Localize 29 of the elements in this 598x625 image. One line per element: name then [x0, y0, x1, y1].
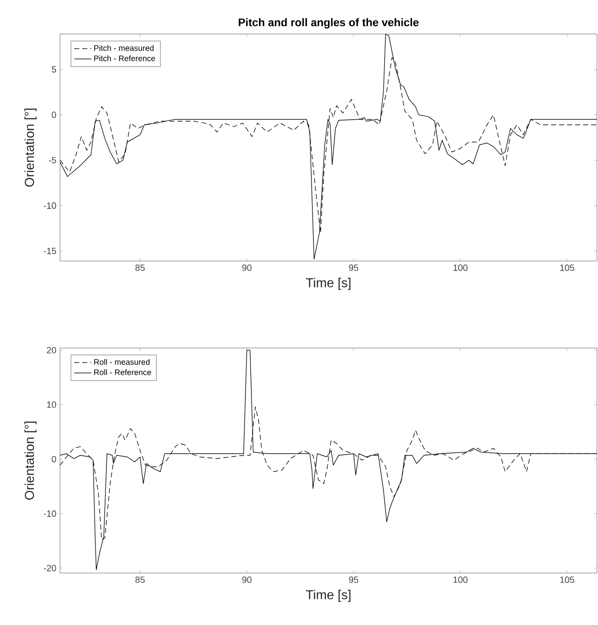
y-tick-label: -10	[44, 202, 56, 209]
x-tick-label: 90	[242, 576, 252, 583]
legend-label: Roll - measured	[94, 358, 150, 365]
y-tick-label: -15	[44, 248, 56, 254]
x-tick-label: 85	[135, 576, 145, 583]
y-tick-label: 5	[52, 66, 56, 73]
x-tick-label: 85	[135, 264, 145, 271]
y-tick-label: 10	[47, 401, 56, 408]
legend-label: Roll - Reference	[94, 369, 152, 376]
x-axis-title: Time [s]	[306, 590, 350, 602]
x-tick-label: 105	[560, 576, 574, 583]
x-axis-title: Time [s]	[306, 278, 350, 290]
y-axis-title: Orientation [°]	[24, 422, 37, 500]
chart-title: Pitch and roll angles of the vehicle	[238, 18, 419, 28]
y-tick-label: 20	[46, 346, 56, 354]
legend-label: Pitch - Reference	[94, 55, 156, 62]
y-tick-label: -5	[48, 157, 56, 164]
x-tick-label: 95	[349, 576, 358, 583]
y-axis-title: Orientation [°]	[24, 108, 37, 187]
y-tick-label: -10	[44, 510, 56, 517]
x-tick-label: 90	[242, 264, 252, 271]
x-tick-label: 105	[560, 264, 574, 271]
y-tick-label: 0	[52, 112, 56, 118]
x-tick-label: 95	[349, 264, 358, 271]
x-tick-label: 100	[454, 576, 468, 583]
y-tick-label: -20	[44, 564, 56, 572]
x-tick-label: 100	[454, 264, 468, 271]
y-tick-label: 0	[52, 456, 56, 462]
legend-label: Pitch - measured	[94, 45, 154, 51]
